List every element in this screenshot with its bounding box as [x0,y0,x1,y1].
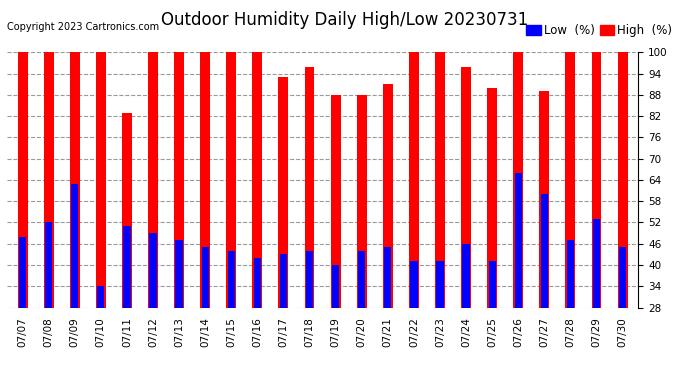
Bar [253,53,262,375]
Bar [254,258,261,375]
Bar [619,247,627,375]
Bar [279,77,288,375]
Bar [332,265,339,375]
Bar [149,233,157,375]
Bar [70,53,79,375]
Bar [148,53,158,375]
Bar [174,53,184,375]
Bar [357,95,366,375]
Bar [487,88,497,375]
Bar [515,173,522,375]
Text: Copyright 2023 Cartronics.com: Copyright 2023 Cartronics.com [7,22,159,33]
Bar [618,53,627,375]
Bar [591,53,602,375]
Bar [384,247,391,375]
Bar [411,261,417,375]
Bar [566,53,575,375]
Bar [383,84,393,375]
Bar [43,53,54,375]
Bar [45,222,52,375]
Bar [541,194,548,375]
Bar [279,254,287,375]
Bar [331,95,341,375]
Bar [175,240,183,375]
Bar [436,261,444,375]
Bar [201,247,209,375]
Bar [226,53,236,375]
Bar [122,113,132,375]
Bar [462,244,470,375]
Bar [200,53,210,375]
Bar [71,183,79,375]
Bar [19,237,26,375]
Legend: Low  (%), High  (%): Low (%), High (%) [522,19,677,42]
Bar [593,219,600,375]
Bar [540,92,549,375]
Bar [18,53,28,375]
Bar [435,53,445,375]
Bar [358,251,366,375]
Bar [304,67,315,375]
Bar [97,286,104,375]
Text: Outdoor Humidity Daily High/Low 20230731: Outdoor Humidity Daily High/Low 20230731 [161,11,529,29]
Bar [566,240,574,375]
Bar [124,226,130,375]
Bar [409,53,419,375]
Bar [489,261,496,375]
Bar [513,53,523,375]
Bar [96,53,106,375]
Bar [228,251,235,375]
Bar [306,251,313,375]
Bar [461,67,471,375]
